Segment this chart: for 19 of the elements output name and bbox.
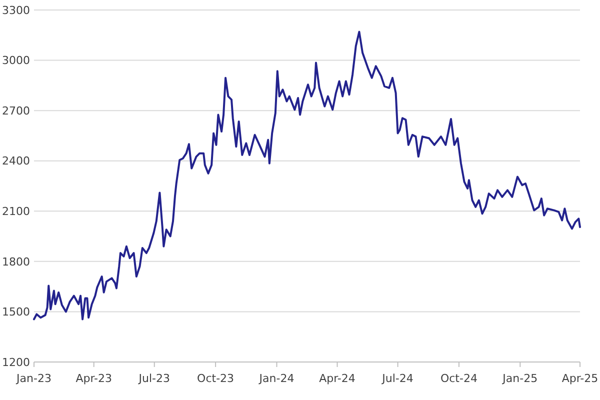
x-tick-label: Oct-24 [440, 372, 478, 385]
y-tick-label: 1800 [2, 255, 30, 268]
y-tick-label: 2400 [2, 154, 30, 168]
x-tick-label: Apr-23 [76, 372, 112, 385]
y-tick-label: 2700 [2, 104, 30, 118]
line-series [33, 30, 581, 320]
x-tick-label: Apr-25 [562, 372, 598, 385]
x-tick-label: Jan-25 [502, 372, 538, 385]
y-tick-label: 3300 [2, 4, 30, 17]
x-tick-label: Jul-23 [138, 372, 170, 385]
y-tick-label: 1500 [2, 306, 30, 319]
y-tick-label: 3000 [2, 54, 30, 68]
x-tick-label: Jan-24 [258, 372, 294, 385]
x-tick-label: Jul-24 [381, 372, 414, 385]
x-tick-label: Oct-23 [197, 372, 234, 385]
y-tick-label: 2100 [2, 204, 30, 218]
y-tick-label: 1200 [2, 356, 30, 369]
x-tick-label: Jan-23 [16, 372, 52, 385]
x-tick-label: Apr-24 [319, 372, 356, 385]
